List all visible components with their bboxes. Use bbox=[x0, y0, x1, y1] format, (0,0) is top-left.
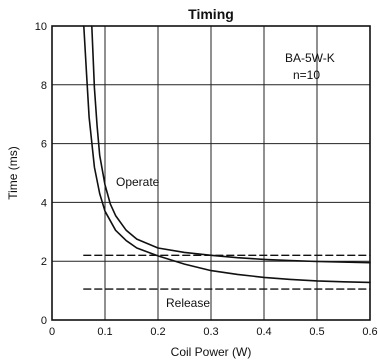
x-tick-label: 0 bbox=[49, 326, 55, 338]
y-tick-label: 4 bbox=[41, 197, 47, 209]
y-tick-label: 8 bbox=[41, 80, 47, 92]
model-label: BA-5W-K bbox=[285, 51, 335, 65]
y-tick-label: 0 bbox=[41, 315, 47, 327]
axis-ticks: 0 0.1 0.2 0.3 0.4 0.5 0.6 0 2 4 6 8 10 bbox=[35, 21, 378, 338]
y-axis-title: Time (ms) bbox=[6, 146, 20, 200]
operate-curve-1 bbox=[83, 25, 371, 284]
operate-curve-2 bbox=[91, 25, 371, 264]
sample-size-label: n=10 bbox=[293, 68, 320, 82]
chart-title: Timing bbox=[188, 6, 234, 22]
x-axis-title: Coil Power (W) bbox=[171, 345, 252, 359]
plot-series bbox=[83, 25, 371, 290]
x-tick-label: 0.3 bbox=[203, 326, 218, 338]
x-tick-label: 0.5 bbox=[309, 326, 324, 338]
operate-label: Operate bbox=[116, 175, 160, 189]
y-tick-label: 6 bbox=[41, 139, 47, 151]
x-tick-label: 0.1 bbox=[97, 326, 112, 338]
plot-frame bbox=[51, 25, 371, 321]
grid bbox=[52, 26, 370, 320]
x-tick-label: 0.4 bbox=[256, 326, 271, 338]
x-tick-label: 0.2 bbox=[150, 326, 165, 338]
x-tick-label: 0.6 bbox=[362, 326, 377, 338]
y-tick-label: 2 bbox=[41, 256, 47, 268]
release-label: Release bbox=[166, 296, 210, 310]
y-tick-label: 10 bbox=[35, 21, 47, 33]
